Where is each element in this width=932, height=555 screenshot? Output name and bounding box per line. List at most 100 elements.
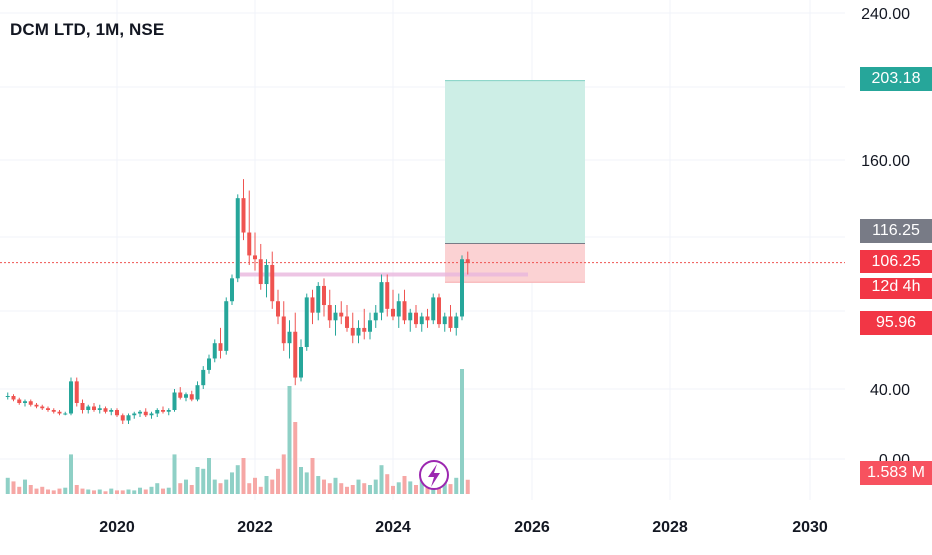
volume-bar (396, 482, 401, 494)
candle-body (379, 282, 384, 313)
volume-bar (281, 454, 286, 494)
candle (63, 411, 68, 416)
volume-bar (368, 485, 372, 494)
candle (103, 406, 108, 414)
candle-body (437, 297, 441, 325)
y-tick-label: 240.00 (861, 6, 910, 23)
candle-body (149, 413, 154, 416)
volume-bar (287, 386, 292, 494)
candle-body (86, 406, 91, 410)
support-line (240, 272, 528, 277)
candle-body (46, 408, 50, 410)
candle (385, 274, 390, 317)
candle-body (310, 297, 315, 313)
candle (235, 194, 240, 283)
candle (258, 243, 263, 290)
candle (120, 413, 125, 424)
candle (460, 255, 464, 321)
candle (184, 392, 188, 402)
volume-bar (258, 486, 263, 494)
candle-body (189, 394, 194, 400)
candle-body (97, 408, 102, 410)
volume-bar (57, 488, 62, 494)
volume-bar (350, 485, 355, 494)
candle-body (299, 347, 303, 378)
volume-bar (316, 476, 321, 494)
candle (276, 289, 280, 325)
candle-body (385, 282, 390, 309)
x-tick-label: 2028 (652, 519, 688, 536)
candle (247, 190, 252, 265)
candle-body (161, 410, 165, 412)
volume-bar (178, 483, 183, 494)
volume-bar (184, 479, 188, 494)
candle-body (247, 232, 252, 256)
candle-body (293, 331, 298, 378)
candle (224, 297, 229, 355)
volume-bar (80, 488, 85, 494)
volume-bar (385, 474, 390, 494)
candle (86, 404, 91, 414)
volume-bar (40, 486, 45, 494)
volume-bar (34, 488, 39, 494)
candle (304, 293, 309, 351)
candle (132, 411, 137, 419)
candle-body (120, 415, 125, 421)
candle (11, 394, 16, 402)
volume-bar (465, 479, 470, 494)
candle (230, 274, 234, 306)
stop-price-badge: 95.96 (860, 311, 932, 335)
volume-bar (161, 488, 165, 494)
candle-body (74, 381, 79, 403)
candle (431, 293, 436, 325)
candle (201, 366, 206, 389)
volume-bar (189, 485, 194, 494)
volume-bar (201, 468, 206, 494)
y-tick-label: 160.00 (861, 153, 910, 170)
candle-body (327, 305, 332, 321)
volume-bar (224, 479, 229, 494)
volume-bar (270, 479, 275, 494)
candle (310, 289, 315, 325)
candle-body (212, 343, 217, 359)
candle (437, 293, 441, 328)
volume-bar (195, 467, 200, 494)
candle-body (28, 401, 33, 405)
candle (408, 308, 413, 332)
candle-body (80, 403, 85, 410)
candle-body (322, 285, 326, 306)
candle (373, 305, 378, 328)
candle-body (454, 316, 459, 328)
candle (293, 312, 298, 386)
candle (442, 312, 447, 332)
volume-bar (46, 489, 50, 494)
volume-bar (172, 454, 177, 494)
candle-body (138, 411, 142, 414)
volume-bar (17, 486, 22, 494)
lightning-icon-glyph (428, 464, 440, 487)
candle (281, 301, 286, 351)
candle-body (356, 327, 361, 336)
candle-body (115, 410, 119, 416)
candle-body (5, 396, 10, 397)
candle (425, 308, 430, 328)
volume-bar (327, 483, 332, 494)
volume-bar (155, 483, 160, 494)
volume-bar (132, 490, 137, 494)
volume-bar (454, 477, 459, 494)
candle (218, 327, 223, 359)
candle (57, 410, 62, 416)
candle-body (155, 410, 160, 414)
volume-bar (115, 490, 119, 494)
grid-lines (0, 0, 845, 500)
candle-body (431, 297, 436, 321)
candle-body (218, 343, 223, 351)
candle (149, 411, 154, 419)
volume-bar (51, 490, 56, 494)
candle-body (368, 320, 372, 332)
lightning-icon[interactable] (419, 460, 449, 490)
target-zone (445, 80, 585, 244)
candle (23, 399, 27, 407)
